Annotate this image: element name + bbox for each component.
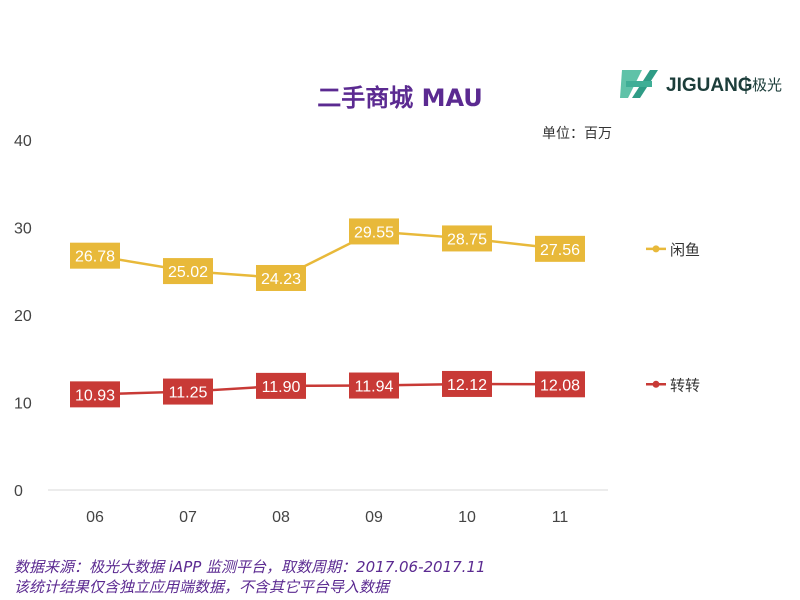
legend-item-转转: 转转 [646, 376, 700, 394]
x-tick-label-11: 11 [552, 509, 569, 526]
x-tick-label-07: 07 [179, 509, 197, 526]
logo-brand-text: JIGUANG [666, 75, 753, 96]
footnote-scope: 该统计结果仅含独立应用端数据，不含其它平台导入数据 [14, 578, 390, 596]
x-tick-label-09: 09 [365, 509, 383, 526]
series-闲鱼: 26.78 25.02 24.23 29.55 28.75 27.56 [70, 218, 585, 291]
x-tick-label-10: 10 [458, 509, 476, 526]
footnote-source: 数据来源：极光大数据 iAPP 监测平台，取数周期：2017.06-2017.1… [14, 558, 486, 576]
data-label-box-闲鱼-06 [70, 242, 120, 269]
x-tick-label-08: 08 [272, 509, 290, 526]
data-label-转转-11: 12.08 [540, 377, 580, 394]
chart-title: 二手商城 MAU [317, 84, 483, 112]
data-label-转转-09: 11.94 [355, 379, 394, 396]
y-tick-label-10: 10 [14, 396, 32, 413]
y-tick-label-0: 0 [14, 483, 23, 500]
data-label-box-转转-11 [535, 371, 585, 398]
data-label-box-闲鱼-10 [442, 225, 492, 252]
legend-marker-闲鱼 [652, 245, 660, 253]
series-转转: 10.93 11.25 11.90 11.94 12.12 12.08 [70, 370, 585, 408]
x-tick-label-06: 06 [86, 509, 104, 526]
data-label-闲鱼-09: 29.55 [354, 224, 394, 241]
data-label-闲鱼-06: 26.78 [75, 249, 115, 266]
legend-label-闲鱼: 闲鱼 [670, 241, 700, 259]
data-label-闲鱼-10: 28.75 [447, 231, 487, 248]
data-label-box-闲鱼-09 [349, 218, 399, 245]
data-label-box-转转-07 [163, 378, 213, 405]
data-label-转转-08: 11.90 [262, 379, 301, 396]
data-label-box-闲鱼-08 [256, 264, 306, 291]
y-tick-label-40: 40 [14, 133, 32, 150]
y-tick-label-20: 20 [14, 308, 32, 325]
data-label-转转-06: 10.93 [75, 387, 115, 404]
unit-label: 单位：百万 [542, 126, 612, 142]
data-label-转转-10: 12.12 [447, 377, 487, 394]
data-label-box-闲鱼-07 [163, 258, 213, 285]
y-tick-label-30: 30 [14, 221, 32, 238]
data-label-box-转转-09 [349, 372, 399, 399]
data-label-闲鱼-07: 25.02 [168, 264, 208, 281]
legend-marker-转转 [652, 380, 660, 388]
legend-label-转转: 转转 [670, 376, 700, 394]
data-label-转转-07: 11.25 [169, 385, 208, 402]
legend-item-闲鱼: 闲鱼 [646, 241, 700, 259]
data-label-闲鱼-11: 27.56 [540, 242, 580, 259]
data-label-box-转转-08 [256, 372, 306, 399]
data-label-闲鱼-08: 24.23 [261, 271, 301, 288]
jiguang-logo-icon [620, 70, 658, 98]
logo-cn-text: 极光 [752, 76, 782, 94]
data-label-box-转转-06 [70, 381, 120, 408]
jiguang-logo: JIGUANG 极光 [620, 70, 782, 98]
data-label-box-转转-10 [442, 370, 492, 397]
data-label-box-闲鱼-11 [535, 235, 585, 262]
